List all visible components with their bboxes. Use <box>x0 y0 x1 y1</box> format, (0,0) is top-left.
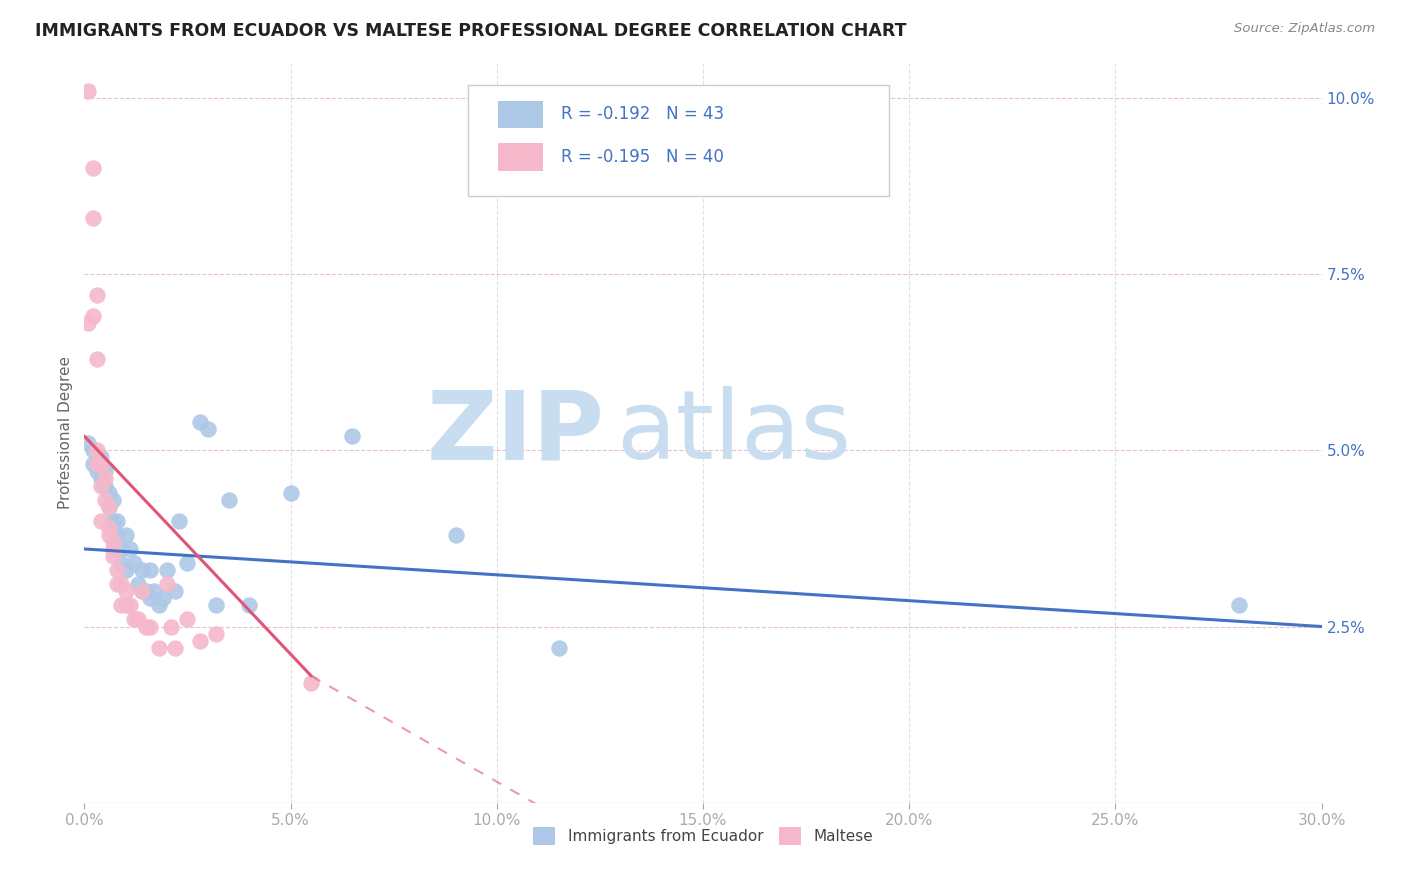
Point <box>342 429 364 443</box>
Point <box>114 584 136 599</box>
Point <box>82 310 104 324</box>
Point <box>114 563 136 577</box>
Point <box>98 485 121 500</box>
Point <box>156 563 179 577</box>
Point <box>139 591 162 606</box>
Point <box>110 599 132 613</box>
Point <box>90 478 112 492</box>
Point <box>131 563 153 577</box>
Point <box>127 612 149 626</box>
Point <box>148 640 170 655</box>
Point <box>98 500 121 514</box>
Point <box>82 458 104 472</box>
Point <box>156 577 179 591</box>
Point <box>105 563 128 577</box>
Point <box>94 471 117 485</box>
Point <box>103 492 125 507</box>
Point <box>135 619 157 633</box>
Point <box>90 450 112 465</box>
Point <box>143 584 166 599</box>
Point <box>547 640 569 655</box>
Point <box>86 443 108 458</box>
FancyBboxPatch shape <box>498 143 543 170</box>
Point <box>103 514 125 528</box>
Point <box>105 528 128 542</box>
Point <box>139 563 162 577</box>
Point <box>103 541 125 556</box>
Point <box>98 521 121 535</box>
Point <box>444 528 467 542</box>
Point <box>94 464 117 478</box>
Point <box>98 528 121 542</box>
Point <box>90 471 112 485</box>
Point <box>103 535 125 549</box>
Point <box>90 514 112 528</box>
Point <box>238 599 260 613</box>
Point <box>197 422 219 436</box>
Point <box>122 612 145 626</box>
Point <box>188 633 211 648</box>
Point <box>176 556 198 570</box>
Point <box>299 676 322 690</box>
Point <box>176 612 198 626</box>
Point <box>86 458 108 472</box>
Point <box>77 436 100 450</box>
Legend: Immigrants from Ecuador, Maltese: Immigrants from Ecuador, Maltese <box>526 821 880 851</box>
Point <box>90 458 112 472</box>
Point <box>94 492 117 507</box>
Point <box>86 351 108 366</box>
Point <box>160 619 183 633</box>
Text: R = -0.195   N = 40: R = -0.195 N = 40 <box>561 148 724 166</box>
Point <box>114 599 136 613</box>
Point <box>280 485 302 500</box>
Point <box>148 599 170 613</box>
Point <box>118 599 141 613</box>
Point <box>114 528 136 542</box>
Text: ZIP: ZIP <box>426 386 605 479</box>
Point <box>86 464 108 478</box>
Point <box>103 549 125 563</box>
Point <box>110 541 132 556</box>
Point <box>110 577 132 591</box>
FancyBboxPatch shape <box>468 85 889 195</box>
Point <box>82 161 104 176</box>
Point <box>105 577 128 591</box>
Text: IMMIGRANTS FROM ECUADOR VS MALTESE PROFESSIONAL DEGREE CORRELATION CHART: IMMIGRANTS FROM ECUADOR VS MALTESE PROFE… <box>35 22 907 40</box>
Point <box>82 211 104 225</box>
Point <box>94 478 117 492</box>
Point <box>167 514 190 528</box>
Point <box>77 316 100 330</box>
Point <box>118 541 141 556</box>
Point <box>131 584 153 599</box>
Point <box>110 556 132 570</box>
Text: R = -0.192   N = 43: R = -0.192 N = 43 <box>561 105 724 123</box>
Y-axis label: Professional Degree: Professional Degree <box>58 356 73 509</box>
Point <box>1227 599 1250 613</box>
Point <box>165 584 187 599</box>
Point <box>131 584 153 599</box>
Text: atlas: atlas <box>616 386 852 479</box>
Point <box>127 577 149 591</box>
Point <box>86 288 108 302</box>
Point <box>105 514 128 528</box>
Point <box>77 84 100 98</box>
Point <box>165 640 187 655</box>
Point <box>205 599 228 613</box>
Point <box>205 626 228 640</box>
Text: Source: ZipAtlas.com: Source: ZipAtlas.com <box>1234 22 1375 36</box>
Point <box>82 443 104 458</box>
Point <box>98 500 121 514</box>
Point <box>122 556 145 570</box>
Point <box>135 584 157 599</box>
FancyBboxPatch shape <box>498 101 543 128</box>
Point <box>218 492 240 507</box>
Point <box>139 619 162 633</box>
Point <box>152 591 174 606</box>
Point <box>188 415 211 429</box>
